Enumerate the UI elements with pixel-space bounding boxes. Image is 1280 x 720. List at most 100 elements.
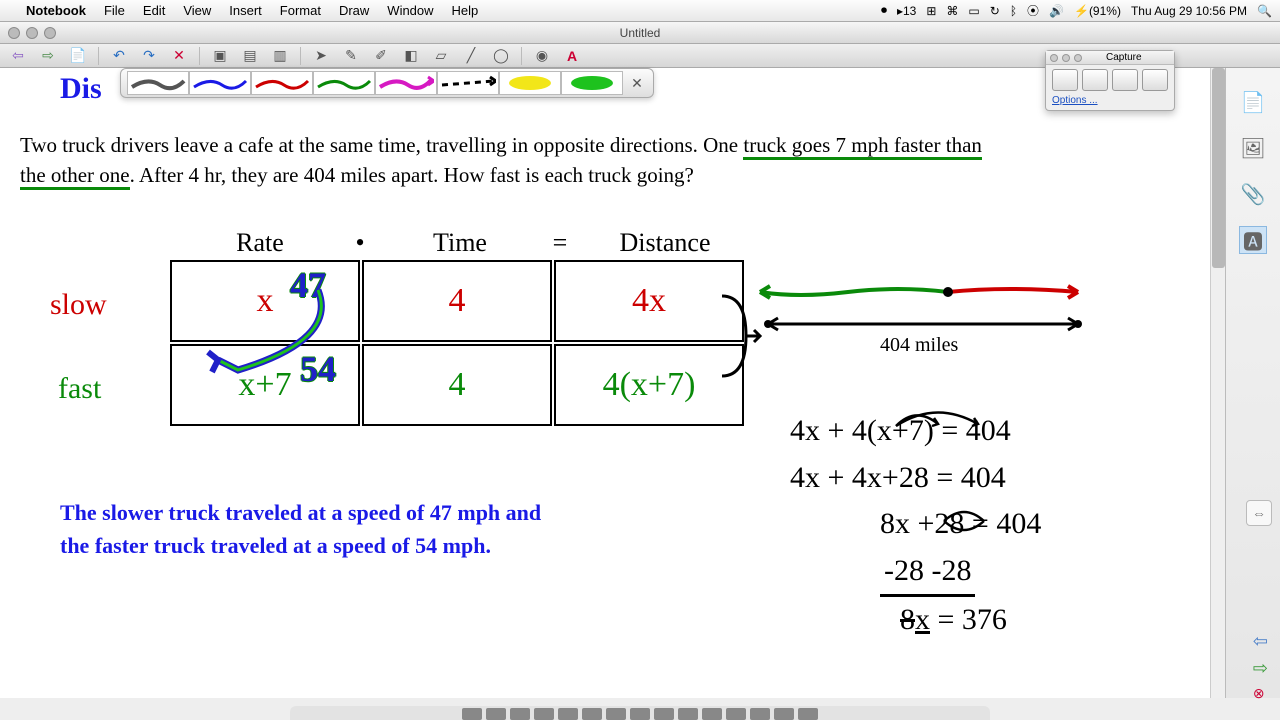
miles-label: 404 miles: [880, 334, 958, 357]
mac-menubar: Notebook File Edit View Insert Format Dr…: [0, 0, 1280, 22]
dock-item[interactable]: [606, 708, 626, 720]
back-button[interactable]: ⇦: [6, 47, 30, 65]
scroll-thumb[interactable]: [1212, 68, 1225, 268]
pen-red[interactable]: [251, 71, 313, 95]
shape-tool[interactable]: ◯: [489, 47, 513, 65]
cell-fast-dist: 4(x+7): [554, 344, 744, 426]
clock[interactable]: Thu Aug 29 10:56 PM: [1131, 4, 1247, 18]
spaces-icon[interactable]: ⊞: [926, 4, 936, 18]
dock-item[interactable]: [678, 708, 698, 720]
undo-button[interactable]: ↶: [107, 47, 131, 65]
hi-green[interactable]: [561, 71, 623, 95]
wifi-icon[interactable]: ⦿: [1027, 2, 1039, 19]
dock-item[interactable]: [630, 708, 650, 720]
th-eq: =: [530, 228, 590, 258]
pen-tray: ✕: [120, 68, 654, 98]
redo-button[interactable]: ↷: [137, 47, 161, 65]
menu-edit[interactable]: Edit: [143, 3, 165, 18]
next-page-icon[interactable]: ⇨: [1253, 658, 1268, 679]
menu-insert[interactable]: Insert: [229, 3, 262, 18]
properties-icon[interactable]: 🅰: [1239, 226, 1267, 254]
bluetooth-icon[interactable]: ᛒ: [1010, 4, 1017, 18]
capture-area-button[interactable]: [1052, 69, 1078, 91]
v-scrollbar[interactable]: [1210, 68, 1225, 698]
answer-47: 47: [290, 264, 326, 306]
capture-palette[interactable]: Capture Options ...: [1045, 50, 1175, 111]
dock-item[interactable]: [750, 708, 770, 720]
work-line-4: -28 -28: [880, 548, 975, 598]
screen1-button[interactable]: ▣: [208, 47, 232, 65]
problem-part-d: . After 4 hr, they are 404 miles apart. …: [130, 163, 694, 187]
pen-tool[interactable]: ✎: [339, 47, 363, 65]
title-fragment: Dis: [60, 72, 102, 106]
work-line-3: 8x +28 = 404: [880, 501, 1101, 548]
spotlight-icon[interactable]: 🔍: [1257, 4, 1272, 18]
expand-sidebar-icon[interactable]: ⇔: [1246, 500, 1272, 526]
th-time: Time: [390, 228, 530, 258]
text-tool[interactable]: A: [560, 47, 584, 65]
pen-magenta[interactable]: [375, 71, 437, 95]
notif-count[interactable]: ▸13: [897, 4, 916, 18]
select-tool[interactable]: ➤: [309, 47, 333, 65]
line-tool[interactable]: ╱: [459, 47, 483, 65]
capture-options-link[interactable]: Options ...: [1046, 95, 1174, 110]
screenrec-icon[interactable]: ⏺: [881, 3, 887, 18]
delete-button[interactable]: ✕: [167, 47, 191, 65]
dock-item[interactable]: [534, 708, 554, 720]
pen-gray[interactable]: [127, 71, 189, 95]
pen-blue[interactable]: [189, 71, 251, 95]
dock-item[interactable]: [510, 708, 530, 720]
gallery-icon[interactable]: 🖼: [1239, 134, 1267, 162]
menu-help[interactable]: Help: [452, 3, 479, 18]
menu-view[interactable]: View: [183, 3, 211, 18]
fwd-button[interactable]: ⇨: [36, 47, 60, 65]
min-traffic[interactable]: [26, 27, 38, 39]
capture-title: Capture: [1106, 52, 1142, 63]
capture-window-button[interactable]: [1082, 69, 1108, 91]
display-icon[interactable]: ▭: [968, 4, 979, 18]
dock-item[interactable]: [582, 708, 602, 720]
app-menu[interactable]: Notebook: [26, 3, 86, 18]
timemachine-icon[interactable]: ↻: [990, 4, 1000, 18]
delete-page-icon[interactable]: ⊗: [1253, 685, 1268, 702]
hi-yellow[interactable]: [499, 71, 561, 95]
dock-item[interactable]: [558, 708, 578, 720]
battery-icon[interactable]: ⚡(91%): [1074, 4, 1121, 18]
menu-draw[interactable]: Draw: [339, 3, 369, 18]
highlighter-tool[interactable]: ▱: [429, 47, 453, 65]
users-icon[interactable]: ⌘: [946, 4, 958, 18]
pen-green[interactable]: [313, 71, 375, 95]
dock-item[interactable]: [798, 708, 818, 720]
answer-sentence: The slower truck traveled at a speed of …: [60, 496, 541, 562]
prev-page-icon[interactable]: ⇦: [1253, 631, 1268, 652]
newpage-button[interactable]: 📄: [66, 47, 90, 65]
dock-item[interactable]: [486, 708, 506, 720]
zoom-traffic[interactable]: [44, 27, 56, 39]
menu-file[interactable]: File: [104, 3, 125, 18]
problem-text: Two truck drivers leave a cafe at the sa…: [20, 130, 1190, 191]
volume-icon[interactable]: 🔊: [1049, 4, 1064, 18]
close-traffic[interactable]: [8, 27, 20, 39]
dock-item[interactable]: [774, 708, 794, 720]
dock-item[interactable]: [702, 708, 722, 720]
menu-window[interactable]: Window: [387, 3, 433, 18]
dock-item[interactable]: [462, 708, 482, 720]
capture-screen-button[interactable]: [1112, 69, 1138, 91]
answer-line-2: the faster truck traveled at a speed of …: [60, 529, 541, 562]
capture-freehand-button[interactable]: [1142, 69, 1168, 91]
attachments-icon[interactable]: 📎: [1239, 180, 1267, 208]
pen-dashed[interactable]: [437, 71, 499, 95]
table-headers: Rate • Time = Distance: [190, 228, 740, 258]
fill-tool[interactable]: ◉: [530, 47, 554, 65]
dock-item[interactable]: [726, 708, 746, 720]
page-sorter-icon[interactable]: 📄: [1239, 88, 1267, 116]
dock[interactable]: [290, 706, 990, 720]
screen2-button[interactable]: ▤: [238, 47, 262, 65]
dock-item[interactable]: [654, 708, 674, 720]
cell-fast-time: 4: [362, 344, 552, 426]
pentray-close[interactable]: ✕: [627, 75, 647, 92]
screen3-button[interactable]: ▥: [268, 47, 292, 65]
menu-format[interactable]: Format: [280, 3, 321, 18]
eraser-tool[interactable]: ◧: [399, 47, 423, 65]
creative-pen-tool[interactable]: ✐: [369, 47, 393, 65]
